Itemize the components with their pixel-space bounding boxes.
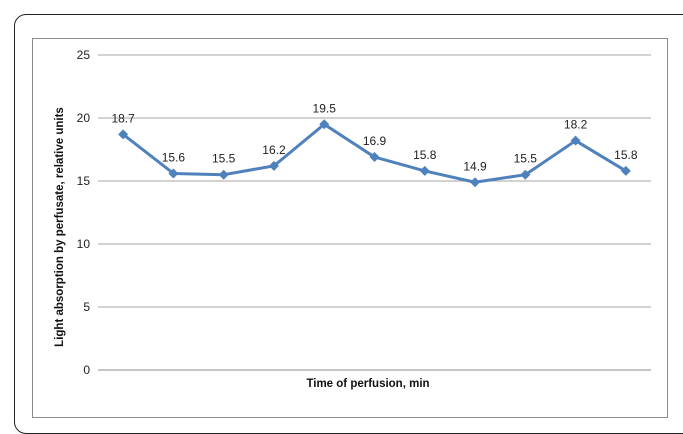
data-point-marker xyxy=(319,119,330,130)
data-point-marker xyxy=(419,165,430,176)
data-label: 15.8 xyxy=(413,148,437,162)
y-axis-title: Light absorption by perfusate, relative … xyxy=(54,107,66,347)
y-tick-label: 0 xyxy=(83,363,90,377)
y-tick-label: 10 xyxy=(77,237,91,251)
data-point-marker xyxy=(369,152,380,163)
y-tick-label: 5 xyxy=(83,300,90,314)
gridlines xyxy=(98,54,651,371)
data-labels: 18.7 15.6 15.5 16.2 19.5 16.9 15.8 14.9 15.5 18.2… xyxy=(111,101,637,173)
data-point-marker xyxy=(268,160,279,171)
data-label: 18.2 xyxy=(564,118,588,132)
data-point-marker xyxy=(570,135,581,146)
x-axis-title: Time of perfusion, min xyxy=(306,378,429,390)
data-label: 14.9 xyxy=(463,159,487,173)
y-tick-labels: 0 5 10 15 20 25 xyxy=(77,48,91,377)
data-point-marker xyxy=(620,165,631,176)
data-label: 19.5 xyxy=(313,101,337,115)
data-label: 16.2 xyxy=(262,143,286,157)
series-layer xyxy=(118,119,631,188)
data-point-marker xyxy=(168,168,179,179)
data-point-marker xyxy=(520,169,531,180)
data-label: 15.8 xyxy=(614,148,638,162)
data-label: 15.6 xyxy=(162,150,186,164)
data-point-marker xyxy=(218,169,229,180)
chart-area-frame xyxy=(32,38,668,418)
data-label: 18.7 xyxy=(111,111,135,125)
data-label: 15.5 xyxy=(514,152,538,166)
data-label: 16.9 xyxy=(363,134,387,148)
y-tick-label: 25 xyxy=(77,48,91,62)
data-point-marker xyxy=(118,129,129,140)
data-label: 15.5 xyxy=(212,152,236,166)
data-point-marker xyxy=(470,177,481,188)
y-tick-label: 15 xyxy=(77,174,91,188)
y-tick-label: 20 xyxy=(77,111,91,125)
